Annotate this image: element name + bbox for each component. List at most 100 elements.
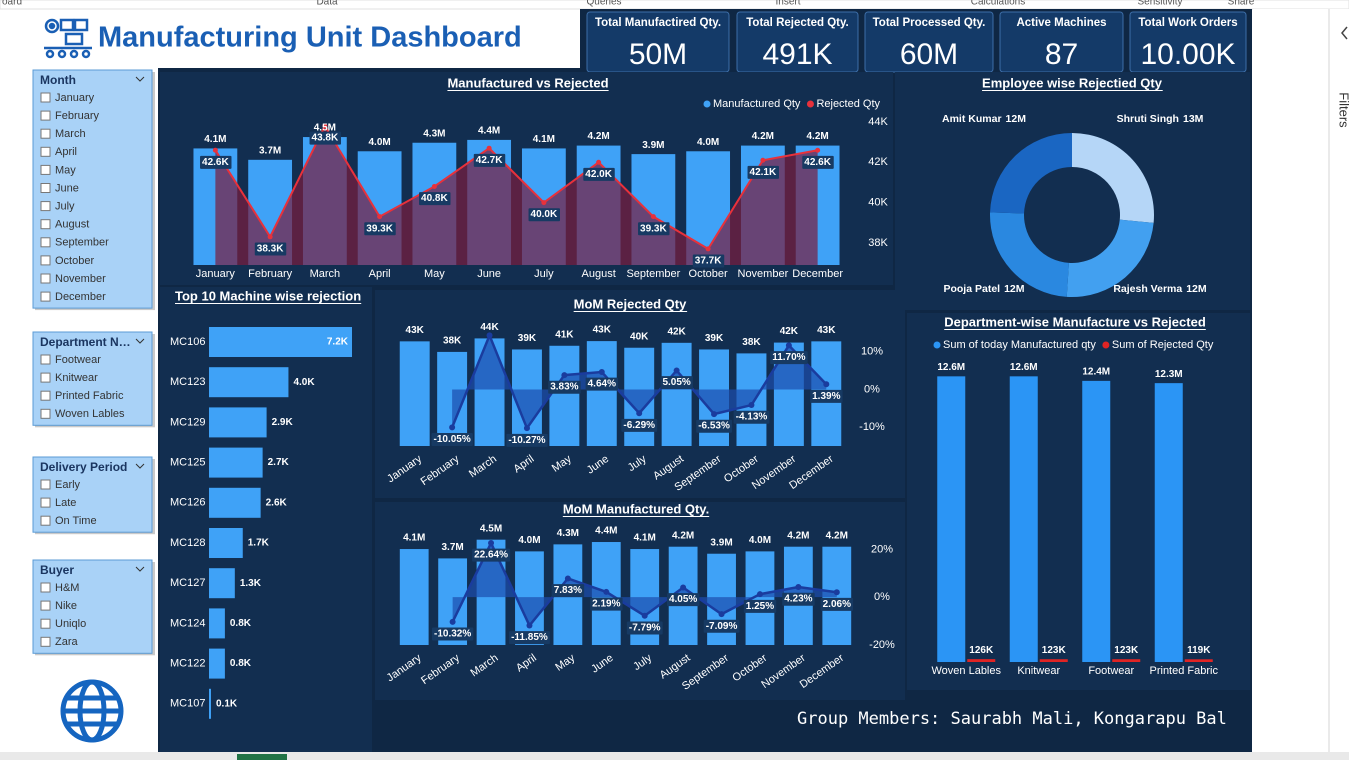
- slicer-checkbox[interactable]: [40, 636, 51, 647]
- slicer-item[interactable]: July: [55, 201, 75, 213]
- slicer-checkbox[interactable]: [40, 164, 51, 175]
- slicer-item[interactable]: December: [55, 291, 106, 303]
- globe-icon[interactable]: [60, 679, 124, 743]
- slicer-item[interactable]: November: [55, 273, 106, 285]
- page-tab[interactable]: [237, 754, 287, 760]
- slicer-dropdown[interactable]: [135, 463, 145, 469]
- x-tick-label: August: [582, 268, 616, 280]
- slicer-checkbox[interactable]: [40, 479, 51, 490]
- slice-label: Rajesh Verma 12M: [1113, 283, 1207, 295]
- slicer-dropdown[interactable]: [135, 76, 145, 82]
- filters-label[interactable]: Filters: [1337, 92, 1349, 128]
- line-point: [526, 622, 533, 629]
- data-label-box: [583, 167, 615, 181]
- legend-marker: [933, 341, 941, 349]
- slicer-checkbox[interactable]: [40, 515, 51, 526]
- data-label: 42.7K: [476, 155, 503, 166]
- slicer-item[interactable]: H&M: [55, 582, 79, 594]
- slicer-item[interactable]: Printed Fabric: [55, 390, 124, 402]
- filters-pane: [1253, 9, 1349, 752]
- slicer-checkbox[interactable]: [40, 110, 51, 121]
- slicer-checkbox[interactable]: [40, 183, 51, 193]
- slicer-checkbox[interactable]: [40, 146, 51, 157]
- data-label: -7.09%: [706, 621, 738, 632]
- line-point: [795, 584, 802, 591]
- slicer-item[interactable]: Late: [55, 497, 76, 509]
- slicer-item[interactable]: October: [55, 255, 94, 267]
- slicer-item[interactable]: On Time: [55, 515, 97, 527]
- slicer-item[interactable]: Zara: [55, 636, 79, 648]
- slicer-item[interactable]: Early: [55, 479, 81, 491]
- slicer-item[interactable]: Nike: [55, 600, 77, 612]
- bar-label: 4.5M: [480, 523, 502, 534]
- data-label: -4.13%: [736, 412, 768, 423]
- pane-collapse[interactable]: [1341, 26, 1348, 40]
- slicer-item[interactable]: August: [55, 219, 89, 231]
- bar: [399, 341, 430, 446]
- slicer-dropdown[interactable]: [135, 566, 145, 572]
- bar-label: 1.3K: [240, 578, 262, 589]
- bar: [937, 376, 966, 662]
- bar-label: 4.2M: [787, 530, 809, 541]
- y-tick-label: MC128: [170, 537, 205, 549]
- slicer-dropdown[interactable]: [135, 338, 145, 344]
- slicer-checkbox[interactable]: [40, 600, 51, 611]
- bar-label: 1.7K: [248, 538, 270, 549]
- x-tick-label: Footwear: [1088, 665, 1134, 677]
- bar: [1112, 659, 1141, 662]
- slicer-item[interactable]: September: [55, 237, 109, 249]
- line-point: [322, 123, 328, 129]
- data-label: 37.7K: [695, 256, 722, 267]
- bar-label: 0.8K: [230, 618, 252, 629]
- slicer-item[interactable]: January: [55, 92, 95, 104]
- slicer-checkbox[interactable]: [40, 291, 51, 302]
- slicer-item[interactable]: Uniqlo: [55, 618, 86, 630]
- slicer-item[interactable]: April: [55, 146, 77, 158]
- x-tick-label: January: [196, 268, 236, 280]
- slicer: [32, 559, 153, 654]
- slicer-item[interactable]: Footwear: [55, 354, 101, 366]
- kpi-label: Total Processed Qty.: [873, 17, 986, 29]
- slicer-checkbox[interactable]: [40, 273, 51, 284]
- x-tick-label: Woven Lables: [931, 665, 1001, 677]
- data-label-box: [692, 254, 725, 268]
- slicer-checkbox[interactable]: [40, 408, 51, 419]
- slicer-item[interactable]: June: [55, 182, 79, 194]
- line-area: [452, 335, 827, 429]
- slicer-checkbox[interactable]: [40, 390, 51, 401]
- bar-label: 43K: [817, 325, 836, 336]
- bar-label: 42K: [667, 326, 686, 337]
- bar: [549, 345, 580, 446]
- slicer-checkbox[interactable]: [40, 354, 51, 365]
- slicer-item[interactable]: Knitwear: [55, 372, 98, 384]
- slicer-checkbox[interactable]: [40, 237, 51, 248]
- y-tick-label: MC125: [170, 457, 205, 469]
- slicer-checkbox[interactable]: [40, 128, 51, 139]
- slicer-checkbox[interactable]: [40, 92, 51, 103]
- slicer-checkbox[interactable]: [40, 497, 51, 508]
- kpi-value: 10.00K: [1140, 38, 1235, 71]
- data-label-box: [770, 351, 808, 365]
- slicer-checkbox[interactable]: [40, 219, 51, 230]
- data-label-box: [431, 432, 473, 446]
- slicer-item[interactable]: March: [55, 128, 86, 140]
- data-label-box: [747, 165, 779, 179]
- slicer-checkbox[interactable]: [40, 201, 51, 212]
- line-point: [756, 591, 763, 598]
- slicer-checkbox[interactable]: [40, 618, 51, 629]
- slicer-checkbox[interactable]: [40, 255, 51, 266]
- bar: [1154, 383, 1183, 662]
- slice-name: Shruti Singh: [1117, 113, 1179, 125]
- slicer-item[interactable]: May: [55, 164, 76, 176]
- data-label-box: [419, 192, 451, 206]
- chart-title: Employee wise Rejectied Qty: [982, 75, 1163, 90]
- slicer-checkbox[interactable]: [40, 582, 51, 593]
- y2-tick-label: 40K: [868, 196, 888, 208]
- slicer-checkbox[interactable]: [40, 372, 51, 383]
- slicer-item[interactable]: Woven Lables: [55, 408, 125, 420]
- slice-name: Rajesh Verma: [1113, 283, 1182, 295]
- bar: [1082, 380, 1111, 662]
- slicer-item[interactable]: February: [55, 110, 100, 122]
- data-label-box: [548, 380, 581, 394]
